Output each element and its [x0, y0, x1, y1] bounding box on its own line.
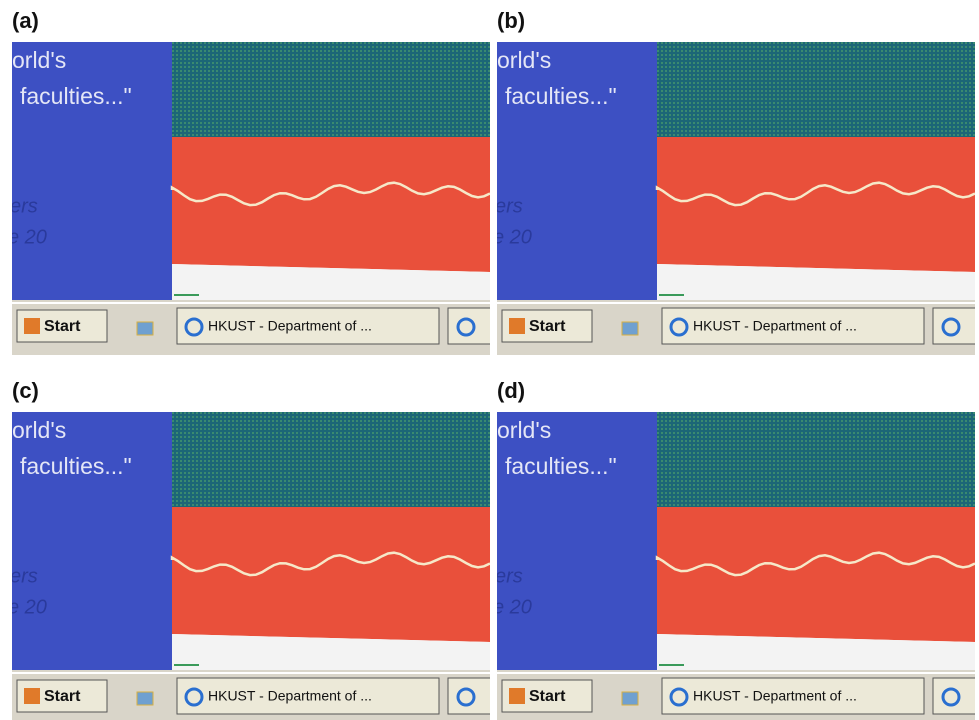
- task-text: HKUST - Department of ...: [208, 688, 372, 704]
- task-button: [933, 678, 975, 714]
- screenshot: orld's faculties..." ers e 20 Start HKUST - D…: [497, 412, 975, 720]
- task-text: HKUST - Department of ...: [208, 318, 372, 334]
- slide-text: ers: [497, 195, 523, 217]
- slide-text: e 20: [12, 596, 47, 618]
- teal-area: [172, 412, 490, 507]
- quick-icon: [622, 322, 638, 335]
- panel-label: (d): [497, 378, 525, 404]
- panel-label: (b): [497, 8, 525, 34]
- start-logo: [24, 318, 40, 334]
- start-logo: [509, 318, 525, 334]
- taskbar-edge: [497, 302, 975, 304]
- blue-slide: [12, 42, 172, 300]
- quick-icon: [622, 692, 638, 705]
- slide-text: faculties...": [20, 83, 132, 109]
- task-text: HKUST - Department of ...: [693, 318, 857, 334]
- screenshot: orld's faculties..." ers e 20 Start HKUST - D…: [12, 42, 490, 355]
- slide-text: orld's: [497, 47, 551, 73]
- slide-text: orld's: [497, 417, 551, 443]
- slide-text: e 20: [497, 226, 532, 248]
- taskbar-edge: [12, 302, 490, 304]
- slide-text: faculties...": [505, 453, 617, 479]
- screenshot: orld's faculties..." ers e 20 Start HKUST - D…: [12, 412, 490, 720]
- slide-text: ers: [12, 565, 38, 587]
- green-line: [174, 294, 199, 296]
- panel-label: (c): [12, 378, 39, 404]
- task-button: [448, 308, 490, 344]
- blue-slide: [12, 412, 172, 670]
- green-line: [659, 664, 684, 666]
- start-text: Start: [44, 318, 81, 335]
- screenshot: orld's faculties..." ers e 20 Start HKUST - D…: [497, 42, 975, 355]
- start-text: Start: [529, 688, 566, 705]
- task-button: [933, 308, 975, 344]
- taskbar-edge: [12, 672, 490, 674]
- slide-text: ers: [497, 565, 523, 587]
- green-line: [174, 664, 199, 666]
- slide-text: e 20: [12, 226, 47, 248]
- panel-label: (a): [12, 8, 39, 34]
- red-area: [172, 507, 490, 642]
- task-button: [448, 678, 490, 714]
- quick-icon: [137, 692, 153, 705]
- screenshot-image: orld's faculties..." ers e 20 Start HKUST - D…: [497, 42, 975, 355]
- quick-icon: [137, 322, 153, 335]
- teal-area: [657, 412, 975, 507]
- red-area: [172, 137, 490, 272]
- screenshot-image: orld's faculties..." ers e 20 Start HKUST - D…: [12, 42, 490, 355]
- task-text: HKUST - Department of ...: [693, 688, 857, 704]
- figure: (a) orld's faculties..." ers e 20 Start HKUST …: [0, 0, 979, 720]
- blue-slide: [497, 42, 657, 300]
- teal-area: [657, 42, 975, 137]
- slide-text: orld's: [12, 417, 66, 443]
- red-area: [657, 507, 975, 642]
- slide-text: faculties...": [505, 83, 617, 109]
- taskbar-edge: [497, 672, 975, 674]
- green-line: [659, 294, 684, 296]
- teal-area: [172, 42, 490, 137]
- slide-text: ers: [12, 195, 38, 217]
- screenshot-image: orld's faculties..." ers e 20 Start HKUST - D…: [12, 412, 490, 720]
- slide-text: orld's: [12, 47, 66, 73]
- start-text: Start: [44, 688, 81, 705]
- start-logo: [509, 688, 525, 704]
- blue-slide: [497, 412, 657, 670]
- screenshot-image: orld's faculties..." ers e 20 Start HKUST - D…: [497, 412, 975, 720]
- red-area: [657, 137, 975, 272]
- slide-text: e 20: [497, 596, 532, 618]
- slide-text: faculties...": [20, 453, 132, 479]
- start-text: Start: [529, 318, 566, 335]
- start-logo: [24, 688, 40, 704]
